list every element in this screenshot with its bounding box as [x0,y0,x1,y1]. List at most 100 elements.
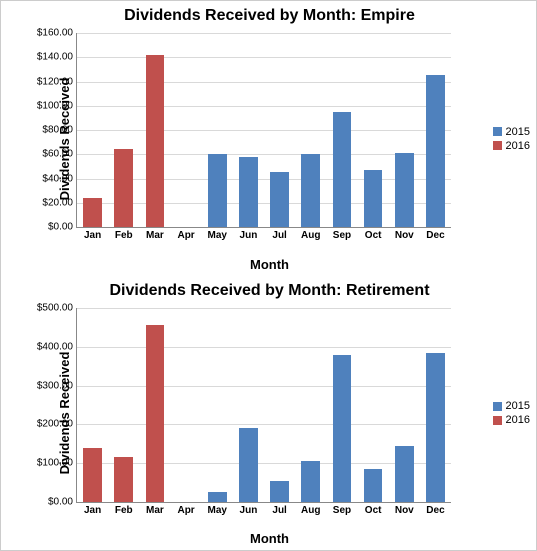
bar-slot: Dec [420,308,451,502]
legend-swatch [493,416,502,425]
bar-slot: Jan [77,33,108,227]
chart-title: Dividends Received by Month: Retirement [1,282,537,300]
bar-slot: Nov [389,308,420,502]
x-tick-label: Nov [395,502,414,516]
x-tick-label: Oct [365,227,382,241]
legend-item: 2016 [493,140,530,152]
legend-label: 2015 [506,400,530,412]
bar-slot: Sep [326,308,357,502]
bar-slot: Feb [108,33,139,227]
bar [83,448,102,502]
bar-slot: Aug [295,33,326,227]
legend-swatch [493,141,502,150]
bar [239,157,258,227]
bar [301,154,320,227]
bar [146,55,165,227]
y-axis-label: Dividends Received [57,352,72,475]
x-tick-label: Sep [333,502,351,516]
legend-swatch [493,402,502,411]
y-tick-label: $0.00 [48,222,77,233]
bar [83,198,102,227]
y-tick-label: $20.00 [42,197,77,208]
x-tick-label: Apr [177,227,194,241]
x-tick-label: Jul [272,502,286,516]
bar [270,481,289,502]
bar [239,428,258,502]
bar [364,170,383,227]
x-tick-label: Mar [146,502,164,516]
y-tick-label: $100.00 [37,458,77,469]
x-tick-label: Jul [272,227,286,241]
x-tick-label: Oct [365,502,382,516]
x-tick-label: Dec [426,227,444,241]
bar [426,75,445,227]
x-axis-label: Month [1,531,537,546]
y-tick-label: $160.00 [37,28,77,39]
bar [333,355,352,502]
bar-slot: Apr [171,33,202,227]
x-axis-label: Month [1,257,537,272]
bars-container: JanFebMarAprMayJunJulAugSepOctNovDec [77,308,451,502]
y-tick-label: $0.00 [48,497,77,508]
y-tick-label: $500.00 [37,303,77,314]
bar [114,149,133,227]
y-tick-label: $200.00 [37,419,77,430]
x-tick-label: Feb [115,227,133,241]
bar-slot: Jun [233,33,264,227]
x-tick-label: Jun [240,502,258,516]
x-tick-label: Jan [84,227,101,241]
bar [301,461,320,502]
chart-retirement: Dividends Received by Month: Retirement … [1,276,537,550]
x-tick-label: Aug [301,227,320,241]
x-tick-label: Aug [301,502,320,516]
bar-slot: Jul [264,33,295,227]
bar [208,492,227,502]
y-tick-label: $80.00 [42,125,77,136]
bar-slot: Mar [139,308,170,502]
bar-slot: Mar [139,33,170,227]
bar [208,154,227,227]
x-tick-label: Mar [146,227,164,241]
y-tick-label: $100.00 [37,100,77,111]
legend-label: 2016 [506,140,530,152]
bar [333,112,352,227]
bar-slot: Nov [389,33,420,227]
bar-slot: Jun [233,308,264,502]
bar [114,457,133,502]
x-tick-label: May [208,227,227,241]
bar-slot: Oct [358,308,389,502]
x-tick-label: Feb [115,502,133,516]
bar [395,446,414,502]
y-tick-label: $40.00 [42,173,77,184]
bar-slot: Apr [171,308,202,502]
bar [426,353,445,502]
bar [364,469,383,502]
bar-slot: Jul [264,308,295,502]
bars-container: JanFebMarAprMayJunJulAugSepOctNovDec [77,33,451,227]
chart-title: Dividends Received by Month: Empire [1,7,537,25]
bar-slot: Feb [108,308,139,502]
bar-slot: Dec [420,33,451,227]
x-tick-label: Jun [240,227,258,241]
legend-item: 2015 [493,126,530,138]
bar [395,153,414,227]
bar [270,172,289,227]
legend-item: 2016 [493,414,530,426]
y-tick-label: $300.00 [37,380,77,391]
bar-slot: May [202,308,233,502]
bar-slot: Aug [295,308,326,502]
bar-slot: May [202,33,233,227]
x-tick-label: Apr [177,502,194,516]
legend-label: 2016 [506,414,530,426]
chart-empire: Dividends Received by Month: Empire Divi… [1,1,537,276]
legend-label: 2015 [506,126,530,138]
plot-area: $0.00$20.00$40.00$60.00$80.00$100.00$120… [76,33,451,228]
x-tick-label: Dec [426,502,444,516]
bar-slot: Oct [358,33,389,227]
x-tick-label: Jan [84,502,101,516]
y-tick-label: $400.00 [37,341,77,352]
x-tick-label: Nov [395,227,414,241]
bar-slot: Sep [326,33,357,227]
legend-swatch [493,127,502,136]
plot-area: $0.00$100.00$200.00$300.00$400.00$500.00… [76,308,451,503]
